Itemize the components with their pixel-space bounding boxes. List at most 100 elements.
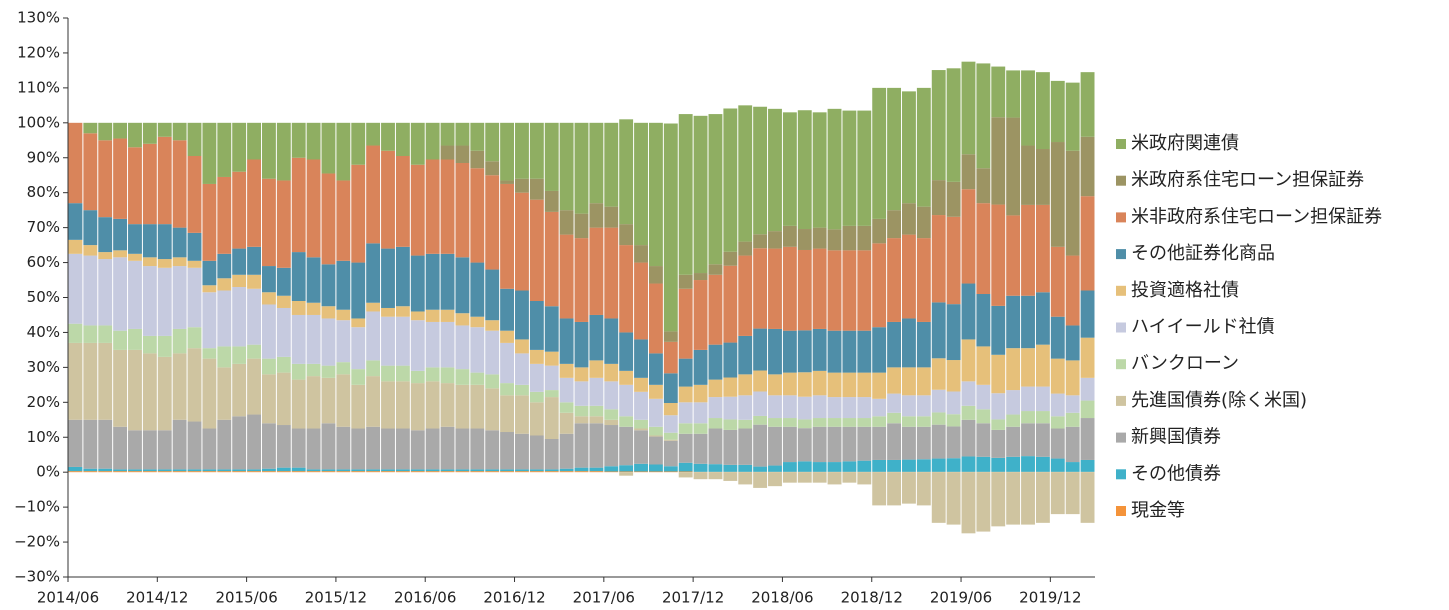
bar-segment [1021,386,1035,412]
bar-segment [83,468,98,472]
bar-segment [738,335,753,375]
bar-segment [1021,456,1035,472]
bar-segment [544,190,559,212]
bar-segment [83,325,98,343]
bar-segment [648,122,663,267]
bar-segment [604,318,619,364]
bar-segment [1065,82,1080,151]
bar-segment [515,471,529,473]
bar-segment [857,397,872,419]
bar-segment [812,418,827,427]
y-tick-label: 10% [27,428,60,446]
legend-swatch [1116,139,1126,149]
bar-segment [500,183,515,289]
bar-segment [842,418,857,427]
bar-segment [261,374,276,424]
bar-segment [544,469,559,472]
bar-segment [247,274,261,289]
bar-segment [455,369,470,385]
bar-segment [648,464,663,472]
bar-segment [172,469,187,472]
bar-segment [634,122,648,246]
bar-segment [708,464,723,472]
bar-segment [738,105,753,242]
bar-segment [1021,411,1035,424]
bar-segment [381,316,395,366]
bar-segment [604,363,619,382]
bar-segment [500,432,515,470]
bar-segment [708,472,723,480]
bar-segment [172,328,187,354]
bar-segment [991,204,1006,306]
bar-segment [768,374,782,396]
bar-segment [440,309,455,322]
bar-segment [276,122,291,181]
legend-swatch [1116,322,1126,333]
bar-segment [604,227,619,319]
bar-segment [113,138,128,219]
bar-segment [574,416,589,424]
bar-segment [1006,348,1021,391]
bar-segment [708,418,723,429]
bar-segment [291,157,306,253]
bar-segment [1065,150,1080,256]
bar-segment [604,122,619,207]
bar-segment [68,342,83,420]
bar-segment [1080,418,1095,460]
bar-segment [217,367,232,420]
legend-swatch [1116,395,1126,406]
bar-segment [485,161,500,176]
bar-segment [381,150,395,249]
bar-segment [202,348,217,359]
bar-segment [723,342,738,378]
bar-segment [812,426,827,463]
bar-segment [395,428,410,470]
bar-segment [366,302,381,312]
x-tick-label: 2018/12 [841,589,903,607]
bar-segment [425,159,440,254]
bar-segment [395,381,410,429]
legend-swatch [1116,359,1126,370]
bar-segment [440,145,455,160]
bar-segment [440,469,455,472]
x-tick-label: 2014/12 [126,589,188,607]
bar-segment [425,469,440,472]
bar-segment [113,257,128,331]
bar-segment [753,424,768,467]
bar-segment [232,171,247,249]
bar-segment [98,342,113,420]
bar-segment [500,342,515,384]
bar-segment [1080,196,1095,291]
bar-segment [1065,395,1080,413]
bar-segment [500,383,515,396]
legend-label: バンクローン [1131,353,1239,374]
bar-segment [291,471,306,473]
bar-segment [544,211,559,307]
bar-segment [485,122,500,162]
bar-segment [768,231,782,249]
bar-segment [723,472,738,481]
bar-segment [604,409,619,420]
bar-segment [961,405,976,420]
bar-segment [634,391,648,420]
bar-segment [708,428,723,465]
bar-segment [336,122,351,181]
bar-segment [529,391,544,403]
bar-segment [902,395,916,417]
bar-segment [1021,423,1035,457]
bar-segment [83,471,98,473]
bar-segment [678,114,693,275]
bar-segment [83,122,98,134]
bar-segment [455,145,470,163]
bar-segment [827,108,842,230]
bar-segment [782,395,797,419]
bar-segment [872,459,887,472]
bar-segment [98,259,113,326]
bar-segment [470,122,485,151]
bar-segment [1080,472,1095,523]
bar-segment [1006,390,1021,415]
bar-segment [261,266,276,293]
bar-segment [217,346,232,368]
bar-segment [351,318,366,328]
bar-segment [515,353,529,385]
